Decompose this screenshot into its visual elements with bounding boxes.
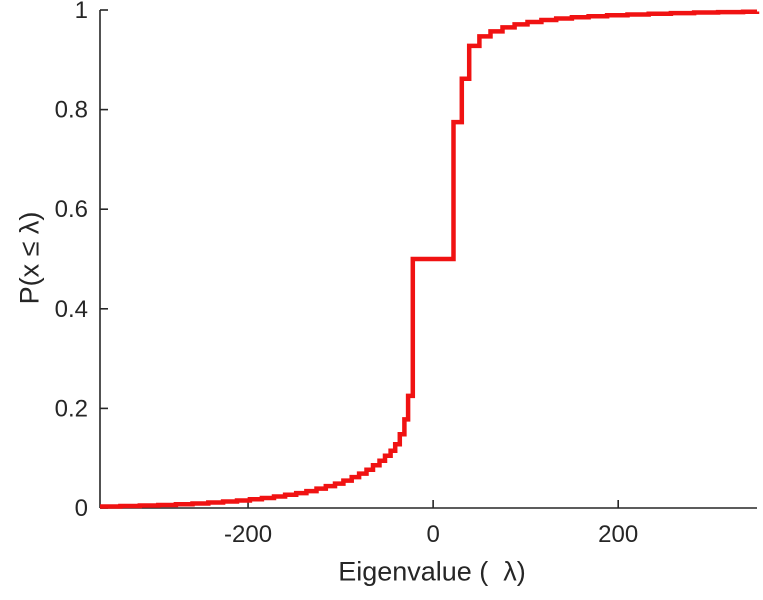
y-tick-label: 1 — [75, 0, 88, 24]
x-tick-label: 0 — [426, 521, 439, 548]
x-tick-label: 200 — [598, 521, 638, 548]
x-axis-label: Eigenvalue ( λ) — [338, 556, 526, 587]
y-tick-label: 0 — [75, 495, 88, 522]
y-tick-label: 0.4 — [55, 296, 88, 323]
x-tick-label: -200 — [224, 521, 272, 548]
y-tick-label: 0.6 — [55, 196, 88, 223]
y-axis-label: P(x ≤ λ) — [14, 211, 45, 305]
y-tick-label: 0.8 — [55, 97, 88, 124]
ecdf-step-line — [100, 9, 760, 509]
y-tick-label: 0.2 — [55, 395, 88, 422]
